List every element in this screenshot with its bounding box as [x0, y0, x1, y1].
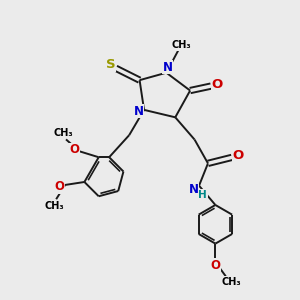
Text: O: O	[210, 259, 220, 272]
Text: CH₃: CH₃	[171, 40, 191, 50]
Text: N: N	[189, 183, 199, 196]
Text: N: N	[163, 61, 173, 74]
Text: CH₃: CH₃	[221, 277, 241, 287]
Text: O: O	[55, 180, 65, 193]
Text: CH₃: CH₃	[53, 128, 73, 138]
Text: O: O	[69, 143, 79, 156]
Text: O: O	[232, 148, 244, 162]
Text: N: N	[134, 105, 144, 118]
Text: O: O	[212, 78, 223, 91]
Text: CH₃: CH₃	[45, 201, 64, 211]
Text: H: H	[198, 190, 207, 200]
Text: S: S	[106, 58, 115, 71]
